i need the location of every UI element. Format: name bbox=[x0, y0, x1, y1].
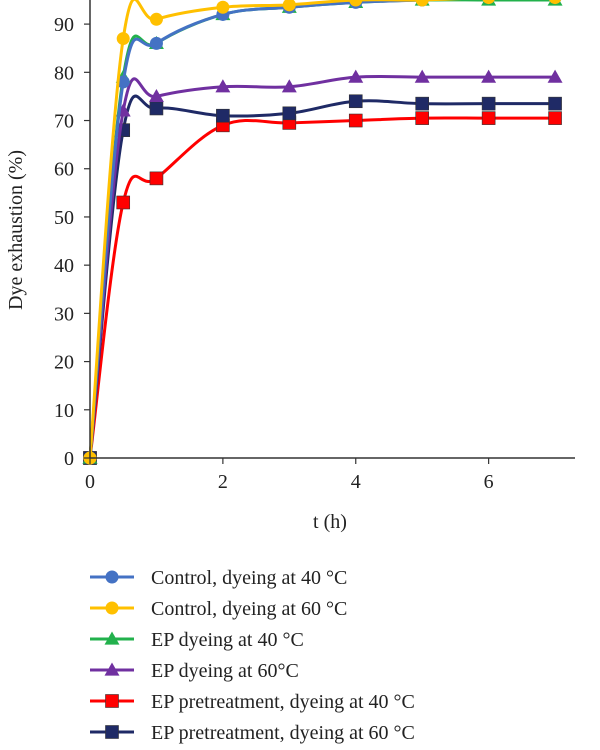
data-point bbox=[481, 111, 496, 125]
data-point bbox=[149, 12, 163, 26]
data-point bbox=[116, 195, 131, 210]
data-point bbox=[149, 36, 163, 50]
data-point bbox=[215, 79, 231, 93]
series-line bbox=[88, 0, 459, 459]
legend-marker bbox=[104, 631, 120, 645]
x-tick-label: 0 bbox=[85, 471, 95, 493]
y-tick-label: 50 bbox=[54, 207, 74, 229]
legend-label: EP dyeing at 60°C bbox=[151, 660, 299, 682]
data-point bbox=[348, 69, 364, 83]
legend-item: Control, dyeing at 40 °C bbox=[90, 567, 347, 589]
legend: Control, dyeing at 40 °C Control, dyeing … bbox=[90, 567, 415, 744]
series-line bbox=[88, 0, 556, 459]
y-tick-label: 90 bbox=[54, 14, 74, 36]
legend-item: EP dyeing at 60°C bbox=[90, 660, 299, 682]
y-tick-label: 80 bbox=[54, 62, 74, 84]
data-point bbox=[415, 111, 429, 125]
plot-area bbox=[82, 0, 563, 465]
data-point bbox=[482, 0, 495, 5]
legend-marker bbox=[104, 662, 120, 676]
series-3 bbox=[82, 0, 563, 464]
legend-item: EP dyeing at 40 °C bbox=[90, 629, 304, 651]
series-6 bbox=[83, 94, 562, 465]
legend-item: EP pretreatment, dyeing at 60 °C bbox=[90, 722, 415, 744]
data-point bbox=[282, 106, 297, 121]
data-point bbox=[149, 101, 164, 116]
y-tick-label: 0 bbox=[64, 448, 74, 470]
data-point bbox=[548, 111, 562, 125]
series-1 bbox=[83, 0, 562, 465]
data-point bbox=[281, 79, 297, 93]
series-line bbox=[88, 116, 556, 459]
legend-marker bbox=[105, 694, 119, 708]
y-tick-label: 60 bbox=[54, 159, 74, 181]
data-point bbox=[216, 108, 230, 123]
data-point bbox=[415, 0, 429, 7]
legend-marker bbox=[105, 725, 119, 739]
axes: 0 10 20 30 40 50 60 70 80 90 0 2 4 6 bbox=[54, 0, 575, 493]
y-tick-label: 20 bbox=[54, 352, 74, 374]
data-point bbox=[116, 32, 130, 46]
data-point bbox=[481, 69, 497, 83]
data-point bbox=[149, 171, 164, 186]
legend-item: Control, dyeing at 60 °C bbox=[90, 598, 347, 620]
y-tick-label: 40 bbox=[54, 255, 74, 277]
y-tick-label: 10 bbox=[54, 400, 74, 422]
series-4 bbox=[82, 69, 563, 464]
data-point bbox=[547, 69, 563, 83]
data-point bbox=[148, 88, 164, 103]
legend-item: EP pretreatment, dyeing at 40 °C bbox=[90, 691, 415, 713]
data-point bbox=[481, 96, 496, 111]
series-5 bbox=[83, 111, 562, 465]
data-point bbox=[415, 96, 429, 111]
y-tick-label: 70 bbox=[54, 111, 74, 133]
data-point bbox=[348, 94, 363, 109]
data-point bbox=[282, 0, 296, 12]
data-point bbox=[216, 0, 230, 14]
legend-marker bbox=[105, 601, 119, 615]
y-axis-title: Dye exhaustion (%) bbox=[5, 150, 27, 310]
data-point bbox=[116, 75, 130, 89]
x-tick-label: 2 bbox=[218, 471, 228, 493]
legend-label: EP dyeing at 40 °C bbox=[151, 629, 304, 651]
series-2 bbox=[83, 0, 562, 465]
x-axis-title: t (h) bbox=[313, 511, 347, 533]
legend-label: Control, dyeing at 40 °C bbox=[151, 567, 347, 589]
series-line bbox=[88, 74, 556, 459]
legend-label: EP pretreatment, dyeing at 60 °C bbox=[151, 722, 415, 744]
x-tick-label: 6 bbox=[484, 471, 494, 493]
series-line bbox=[88, 0, 462, 459]
data-point bbox=[414, 69, 430, 83]
legend-label: EP pretreatment, dyeing at 40 °C bbox=[151, 691, 415, 713]
series-line bbox=[88, 94, 556, 459]
legend-marker bbox=[105, 570, 119, 584]
data-point bbox=[349, 0, 363, 7]
data-point bbox=[548, 96, 562, 111]
legend-label: Control, dyeing at 60 °C bbox=[151, 598, 347, 620]
y-tick-label: 30 bbox=[54, 303, 74, 325]
data-point bbox=[348, 113, 363, 128]
data-point bbox=[549, 0, 562, 5]
x-tick-label: 4 bbox=[351, 471, 361, 493]
